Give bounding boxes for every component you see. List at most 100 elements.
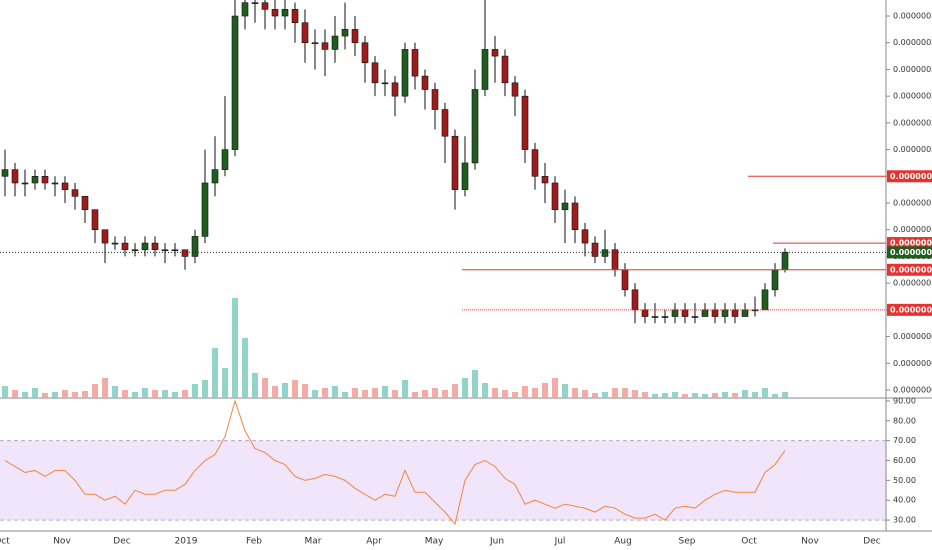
x-tick-label: Jul	[554, 537, 566, 547]
x-tick-label: Jun	[489, 537, 504, 547]
candle-body	[341, 29, 349, 37]
volume-bar	[82, 391, 88, 398]
volume-bar	[582, 390, 588, 398]
candle-body	[411, 49, 419, 77]
candle-body	[381, 82, 389, 85]
volume-bar	[642, 392, 648, 398]
volume-bar	[12, 390, 18, 398]
candle-body	[51, 182, 59, 185]
volume-bar	[632, 390, 638, 398]
candle-body	[331, 35, 339, 50]
volume-bar	[212, 348, 218, 398]
volume-bar	[492, 388, 498, 398]
volume-bar	[732, 393, 738, 398]
volume-bar	[152, 390, 158, 398]
candle-body	[211, 169, 219, 184]
candle-body	[691, 316, 699, 318]
volume-bar	[32, 388, 38, 398]
candle-body	[721, 309, 729, 317]
volume-bar	[242, 338, 248, 398]
level-label: 0.00000008	[890, 305, 932, 314]
candle-body	[451, 135, 459, 190]
volume-bar	[692, 393, 698, 398]
candle-body	[161, 249, 169, 252]
candle-body	[771, 269, 779, 291]
y-tick-label: 0.00000020	[893, 145, 932, 154]
candle-body	[501, 55, 509, 84]
candle-body	[81, 196, 89, 210]
candle-body	[741, 309, 749, 317]
candle-body	[151, 242, 159, 251]
y-tick-label: 0.00000026	[893, 65, 932, 74]
volume-bar	[322, 388, 328, 398]
candle-body	[271, 9, 279, 17]
x-tick-label: Nov	[801, 537, 819, 547]
candle-body	[481, 49, 489, 90]
candle-body	[241, 2, 249, 17]
candle-body	[351, 29, 359, 44]
volume-bar	[532, 388, 538, 398]
volume-bar	[762, 388, 768, 398]
x-tick-label: 2019	[175, 537, 198, 547]
candle-body	[761, 289, 769, 311]
volume-bar	[382, 386, 388, 398]
candle-body	[41, 175, 49, 184]
candle-body	[1, 169, 9, 177]
candle-body	[251, 2, 259, 4]
volume-bar	[712, 393, 718, 398]
candle-body	[591, 242, 599, 257]
volume-bar	[72, 392, 78, 398]
volume-bar	[552, 378, 558, 398]
candle-body	[661, 316, 669, 318]
candle-body	[61, 182, 69, 190]
level-label-box	[887, 237, 932, 250]
volume-bar	[142, 388, 148, 398]
candle-body	[401, 49, 409, 97]
volume-bar	[352, 388, 358, 398]
volume-bar	[432, 388, 438, 398]
last-price-label: 0.00000012	[890, 248, 932, 257]
candle-body	[91, 209, 99, 231]
x-tick-label: Oct	[741, 537, 757, 547]
candle-body	[291, 9, 299, 24]
x-tick-label: Sep	[679, 537, 696, 547]
y-tick-label: 0.00000010	[893, 279, 932, 288]
candle-body	[121, 242, 129, 251]
volume-bar	[722, 392, 728, 398]
volume-bar	[772, 394, 778, 398]
candle-body	[641, 309, 649, 317]
y-tick-label: 0.00000024	[893, 92, 932, 101]
candle-body	[461, 162, 469, 190]
volume-bar	[452, 384, 458, 398]
candle-body	[421, 75, 429, 90]
volume-bar	[262, 378, 268, 398]
candle-body	[681, 309, 689, 317]
candle-body	[141, 242, 149, 251]
candle-body	[321, 42, 329, 50]
candle-body	[571, 202, 579, 231]
candle-body	[101, 229, 109, 244]
y-tick-label: 70.00	[893, 436, 916, 445]
volume-bar	[652, 394, 658, 398]
y-tick-label: 80.00	[893, 416, 916, 425]
y-tick-label: 40.00	[893, 496, 916, 505]
volume-bar	[312, 390, 318, 398]
volume-bar	[92, 384, 98, 398]
volume-bar	[132, 392, 138, 398]
volume-bar	[272, 386, 278, 398]
volume-bar	[472, 370, 478, 398]
volume-bar	[422, 390, 428, 398]
volume-bar	[372, 388, 378, 398]
candle-body	[541, 175, 549, 184]
candle-body	[701, 309, 709, 317]
volume-bar	[782, 392, 788, 398]
volume-bar	[542, 383, 548, 398]
volume-bar	[602, 392, 608, 398]
candle-body	[111, 242, 119, 245]
x-tick-label: May	[425, 537, 444, 547]
volume-bar	[702, 394, 708, 398]
candle-body	[371, 62, 379, 84]
volume-bar	[172, 392, 178, 398]
candle-body	[31, 175, 39, 184]
